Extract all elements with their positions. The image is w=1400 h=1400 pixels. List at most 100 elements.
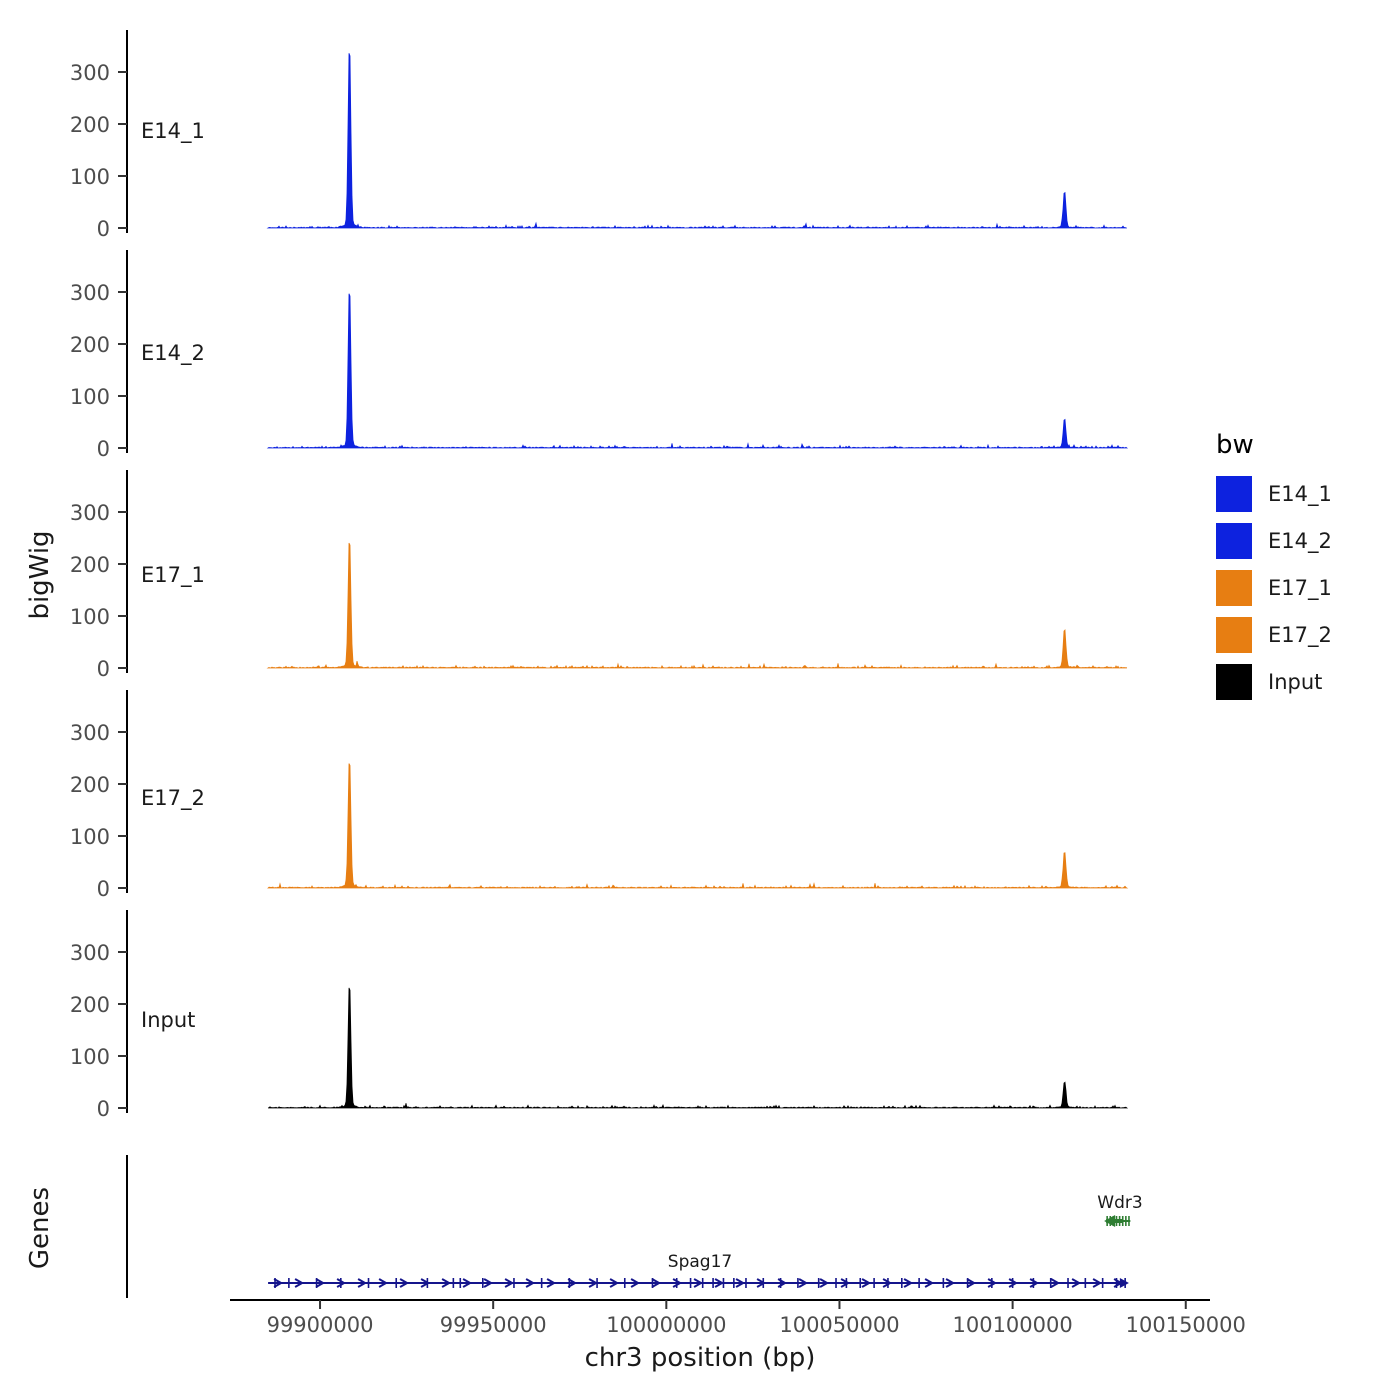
legend-item: E17_2	[1216, 617, 1332, 653]
legend-swatch-input	[1216, 664, 1252, 700]
y-tick-label: 0	[97, 877, 110, 901]
strand-arrow	[861, 1278, 872, 1288]
strand-arrow	[945, 1278, 956, 1288]
strand-arrow	[882, 1278, 893, 1288]
strand-arrow	[672, 1278, 683, 1288]
y-tick-label: 100	[70, 1045, 110, 1069]
strand-arrow	[693, 1278, 704, 1288]
y-tick-label: 0	[97, 437, 110, 461]
y-tick-label: 300	[70, 501, 110, 525]
signal-area-E14_2	[266, 293, 1129, 449]
y-tick-label: 100	[70, 825, 110, 849]
y-tick-label: 200	[70, 333, 110, 357]
legend-item: Input	[1216, 664, 1332, 700]
strand-arrow	[504, 1278, 515, 1288]
strand-arrow	[651, 1278, 662, 1288]
strand-arrow	[273, 1278, 284, 1288]
legend-item: E14_1	[1216, 476, 1332, 512]
track-label-input: Input	[141, 1008, 196, 1032]
y-tick-label: 300	[70, 281, 110, 305]
strand-arrow	[1029, 1278, 1040, 1288]
legend-label-input: Input	[1268, 670, 1323, 694]
strand-arrow	[588, 1278, 599, 1288]
gene-end-arrow	[1104, 1215, 1116, 1227]
strand-arrow	[840, 1278, 851, 1288]
strand-arrow	[756, 1278, 767, 1288]
strand-arrow	[567, 1278, 578, 1288]
strand-arrow	[1071, 1278, 1082, 1288]
track-label-e14-1: E14_1	[141, 119, 205, 143]
legend-label-e17-1: E17_1	[1268, 576, 1332, 600]
strand-arrow	[777, 1278, 788, 1288]
y-tick-label: 300	[70, 941, 110, 965]
strand-arrow	[1092, 1278, 1103, 1288]
y-tick-label: 100	[70, 385, 110, 409]
genes-axis-title: Genes	[25, 1186, 55, 1270]
y-tick-label: 200	[70, 553, 110, 577]
legend-title: bw	[1216, 430, 1254, 460]
strand-arrow	[1050, 1278, 1061, 1288]
legend-label-e17-2: E17_2	[1268, 623, 1332, 647]
strand-arrow	[546, 1278, 557, 1288]
strand-arrow	[903, 1278, 914, 1288]
strand-arrow	[924, 1278, 935, 1288]
strand-arrow	[462, 1278, 473, 1288]
legend-swatch-e14-2	[1216, 523, 1252, 559]
strand-arrow	[714, 1278, 725, 1288]
legend-label-e14-1: E14_1	[1268, 482, 1332, 506]
strand-arrow	[735, 1278, 746, 1288]
legend-label-e14-2: E14_2	[1268, 529, 1332, 553]
strand-arrow	[483, 1278, 494, 1288]
y-tick-label: 0	[97, 657, 110, 681]
signal-area-Input	[267, 987, 1129, 1109]
y-tick-label: 100	[70, 605, 110, 629]
legend: bw E14_1 E14_2 E17_1 E17_2 Input	[1216, 430, 1332, 711]
strand-arrow	[987, 1278, 998, 1288]
strand-arrow	[609, 1278, 620, 1288]
signal-area-E14_1	[266, 53, 1127, 229]
y-tick-label: 300	[70, 721, 110, 745]
strand-arrow	[1008, 1278, 1019, 1288]
strand-arrow	[420, 1278, 431, 1288]
gene-label-spag17: Spag17	[667, 1252, 733, 1272]
track-label-e14-2: E14_2	[141, 341, 205, 365]
x-tick-label: 99950000	[440, 1313, 547, 1337]
y-tick-label: 100	[70, 165, 110, 189]
x-tick-label: 99900000	[267, 1313, 374, 1337]
strand-arrow	[378, 1278, 389, 1288]
legend-item: E17_1	[1216, 570, 1332, 606]
strand-arrow	[798, 1278, 809, 1288]
strand-arrow	[315, 1278, 326, 1288]
gene-end-arrow	[1119, 1278, 1129, 1288]
x-tick-label: 100050000	[779, 1313, 899, 1337]
legend-swatch-e17-2	[1216, 617, 1252, 653]
y-tick-label: 200	[70, 773, 110, 797]
y-axis-title: bigWig	[25, 530, 55, 620]
y-tick-label: 0	[97, 217, 110, 241]
strand-arrow	[294, 1278, 305, 1288]
strand-arrow	[966, 1278, 977, 1288]
signal-area-E17_1	[266, 542, 1128, 669]
x-tick-label: 100150000	[1126, 1313, 1246, 1337]
track-label-e17-1: E17_1	[141, 563, 205, 587]
strand-arrow	[525, 1278, 536, 1288]
x-tick-label: 100100000	[952, 1313, 1072, 1337]
strand-arrow	[630, 1278, 641, 1288]
legend-item: E14_2	[1216, 523, 1332, 559]
legend-swatch-e14-1	[1216, 476, 1252, 512]
gene-label-wdr3: Wdr3	[1097, 1193, 1143, 1213]
strand-arrow	[819, 1278, 830, 1288]
strand-arrow	[399, 1278, 410, 1288]
legend-swatch-e17-1	[1216, 570, 1252, 606]
y-tick-label: 200	[70, 113, 110, 137]
track-label-e17-2: E17_2	[141, 786, 205, 810]
signal-area-E17_2	[267, 763, 1129, 889]
strand-arrow	[357, 1278, 368, 1288]
y-tick-label: 200	[70, 993, 110, 1017]
strand-arrow	[336, 1278, 347, 1288]
x-axis-title: chr3 position (bp)	[584, 1343, 816, 1373]
x-tick-label: 100000000	[606, 1313, 726, 1337]
y-tick-label: 300	[70, 61, 110, 85]
